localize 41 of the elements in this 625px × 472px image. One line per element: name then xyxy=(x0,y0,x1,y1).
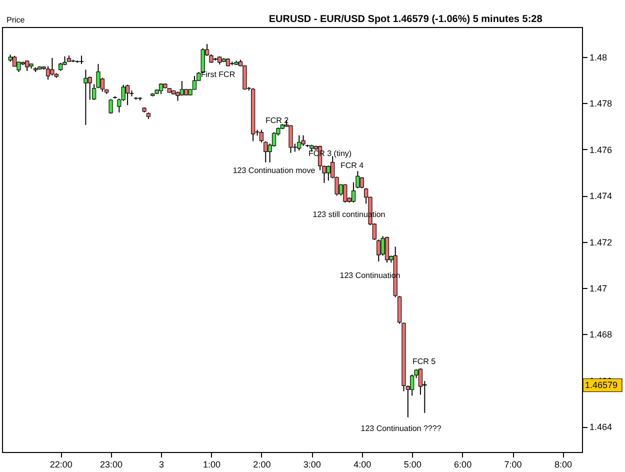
candlestick xyxy=(384,236,390,264)
y-tick-label: 1.48 xyxy=(590,52,608,63)
annotation: 123 Continuation move xyxy=(232,166,316,175)
candlestick xyxy=(88,76,92,100)
x-tick-label: 8:00 xyxy=(554,460,572,470)
x-tick-label: 3 xyxy=(159,460,164,470)
candlestick xyxy=(79,55,84,64)
candlestick xyxy=(360,176,364,189)
annotation: First FCR xyxy=(200,70,236,79)
y-axis-title: Price xyxy=(6,16,26,24)
candlestick xyxy=(50,57,54,76)
candlestick xyxy=(108,98,113,114)
y-tick-label: 1.474 xyxy=(590,191,612,202)
x-tick-label: 23:00 xyxy=(100,460,123,470)
candlestick xyxy=(343,184,348,204)
x-tick-label: 1:00 xyxy=(202,460,220,470)
x-tick-label: 6:00 xyxy=(454,460,472,470)
x-tick-label: 4:00 xyxy=(354,460,372,470)
y-tick-label: 1.47 xyxy=(590,284,608,294)
annotation: FCR 4 xyxy=(340,161,364,170)
chart-title: EURUSD - EUR/USD Spot 1.46579 (-1.06%) 5 minutes 5:28 xyxy=(268,14,543,25)
candlestick xyxy=(301,134,306,146)
candlestick xyxy=(326,165,330,182)
y-tick-label: 1.464 xyxy=(590,422,612,432)
candlestick xyxy=(297,134,302,152)
x-tick-label: 22:00 xyxy=(50,460,72,470)
text: 1.46579 xyxy=(585,380,618,390)
y-tick-label: 1.468 xyxy=(590,330,612,340)
candlestick xyxy=(376,239,381,262)
candlestick xyxy=(288,124,293,154)
x-tick-label: 2:00 xyxy=(253,460,271,470)
y-tick-label: 1.472 xyxy=(590,237,612,248)
annotation: FCR 5 xyxy=(412,357,436,366)
x-tick-label: 3:00 xyxy=(303,460,321,470)
x-tick-label: 5:00 xyxy=(404,460,422,470)
candlestick xyxy=(84,69,88,126)
y-tick-label: 1.476 xyxy=(590,144,612,155)
y-tick-label: 1.478 xyxy=(590,98,612,109)
candlestick xyxy=(125,84,130,106)
annotation: 123 Continuation ???? xyxy=(360,424,442,433)
x-tick-label: 7:00 xyxy=(504,460,522,470)
